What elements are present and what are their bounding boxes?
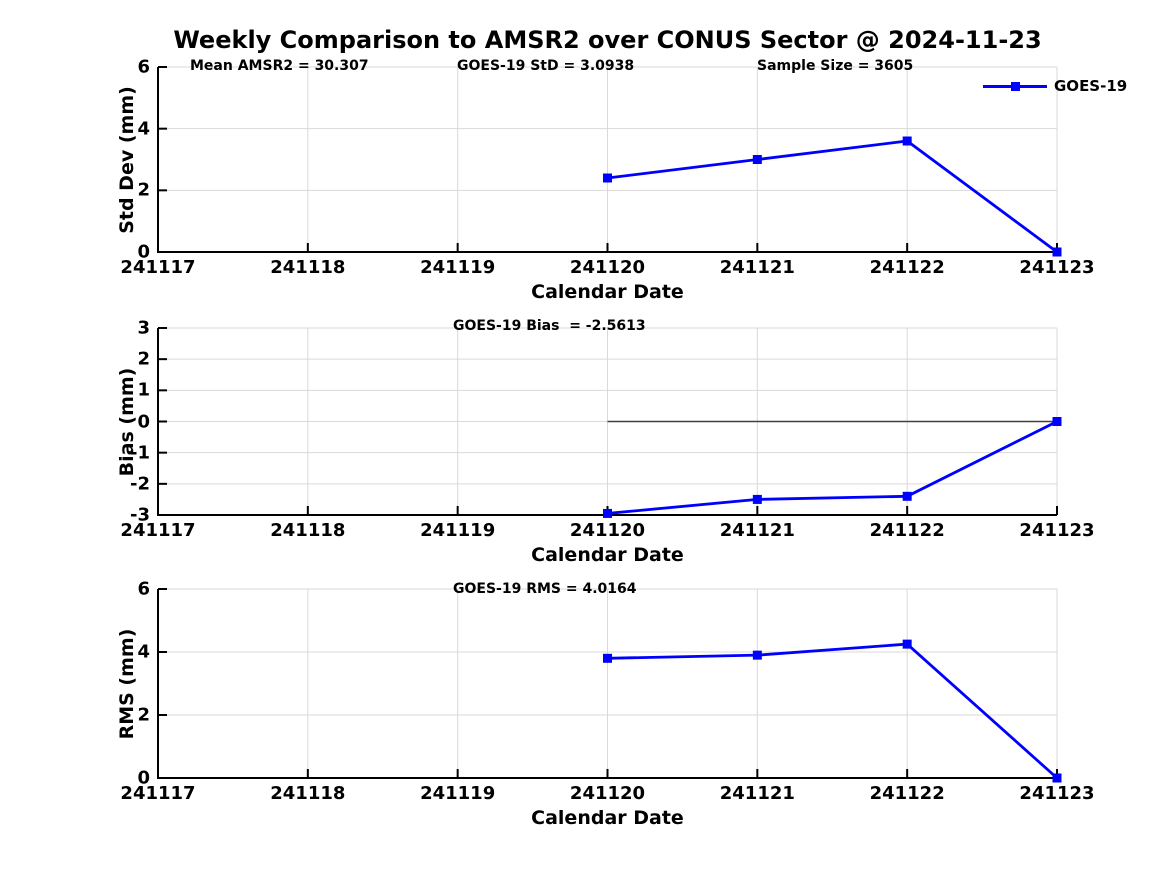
y-tick-label: 2	[137, 704, 150, 726]
data-point-marker	[1052, 417, 1062, 426]
annotation-goes19-bias: GOES-19 Bias = -2.5613	[453, 318, 646, 334]
x-tick-label: 241123	[1019, 520, 1095, 541]
data-point-marker	[603, 508, 612, 518]
data-point-marker	[752, 650, 762, 660]
x-tick-label: 241121	[719, 520, 795, 541]
annotation-goes19-rms: GOES-19 RMS = 4.0164	[453, 581, 637, 597]
y-tick-label: 4	[137, 641, 150, 663]
y-tick-label: -3	[130, 504, 150, 526]
legend: GOES-19	[983, 77, 1143, 95]
chart-title: Weekly Comparison to AMSR2 over CONUS Se…	[173, 26, 1042, 54]
legend-square-marker-icon	[1011, 82, 1020, 91]
series-line-goes-19	[607, 642, 1058, 780]
x-tick-label: 241117	[120, 520, 196, 541]
x-tick-label: 241119	[420, 520, 496, 541]
data-point-marker	[902, 639, 912, 649]
x-tick-label: 241122	[869, 520, 945, 541]
x-tick-label: 241118	[270, 257, 346, 278]
y-tick-label: 0	[137, 241, 150, 263]
x-tick-label: 241121	[719, 257, 795, 278]
x-tick-label: 241119	[420, 783, 496, 804]
y-tick-label: 0	[137, 767, 150, 789]
annotation-sample-size: Sample Size = 3605	[757, 58, 914, 74]
y-tick-label: -2	[130, 473, 150, 495]
series-line-goes-19	[607, 420, 1058, 515]
y-tick-label: 0	[137, 411, 150, 432]
data-point-marker	[1052, 773, 1062, 783]
annotation-mean-amsr2: Mean AMSR2 = 30.307	[190, 58, 369, 74]
series-line-goes-19	[607, 139, 1058, 254]
data-point-marker	[752, 494, 762, 504]
annotation-goes19-std: GOES-19 StD = 3.0938	[457, 58, 635, 74]
x-tick-label: 241121	[719, 783, 795, 804]
y-axis-label-stddev: Std Dev (mm)	[116, 86, 138, 234]
data-point-marker	[603, 653, 612, 663]
legend-label: GOES-19	[1054, 77, 1128, 95]
x-tick-label: 241118	[270, 520, 346, 541]
x-tick-label: 241123	[1019, 783, 1095, 804]
x-axis-label-1: Calendar Date	[531, 281, 684, 303]
y-tick-label: 6	[137, 578, 150, 600]
data-point-marker	[902, 136, 912, 146]
x-tick-label: 241120	[569, 520, 646, 541]
data-point-marker	[1052, 247, 1062, 257]
x-tick-label: 241118	[270, 783, 346, 804]
x-tick-label: 241120	[569, 257, 646, 278]
y-tick-label: 6	[137, 56, 150, 78]
x-axis-label-2: Calendar Date	[531, 544, 684, 566]
y-tick-label: 2	[137, 179, 150, 201]
x-tick-label: 241117	[120, 783, 196, 804]
x-tick-label: 241122	[869, 257, 945, 278]
data-point-marker	[752, 155, 762, 164]
x-tick-label: 241120	[569, 783, 646, 804]
x-tick-label: 241119	[420, 257, 496, 278]
x-axis-label-3: Calendar Date	[531, 807, 684, 829]
y-tick-label: 3	[137, 317, 150, 339]
x-tick-label: 241117	[120, 257, 196, 278]
y-tick-label: 2	[137, 348, 150, 370]
y-tick-label: -1	[130, 442, 150, 464]
x-tick-label: 241122	[869, 783, 945, 804]
y-tick-label: 4	[137, 118, 150, 140]
data-point-marker	[603, 173, 612, 183]
data-point-marker	[902, 491, 912, 501]
y-tick-label: 1	[137, 379, 150, 401]
x-tick-label: 241123	[1019, 257, 1095, 278]
